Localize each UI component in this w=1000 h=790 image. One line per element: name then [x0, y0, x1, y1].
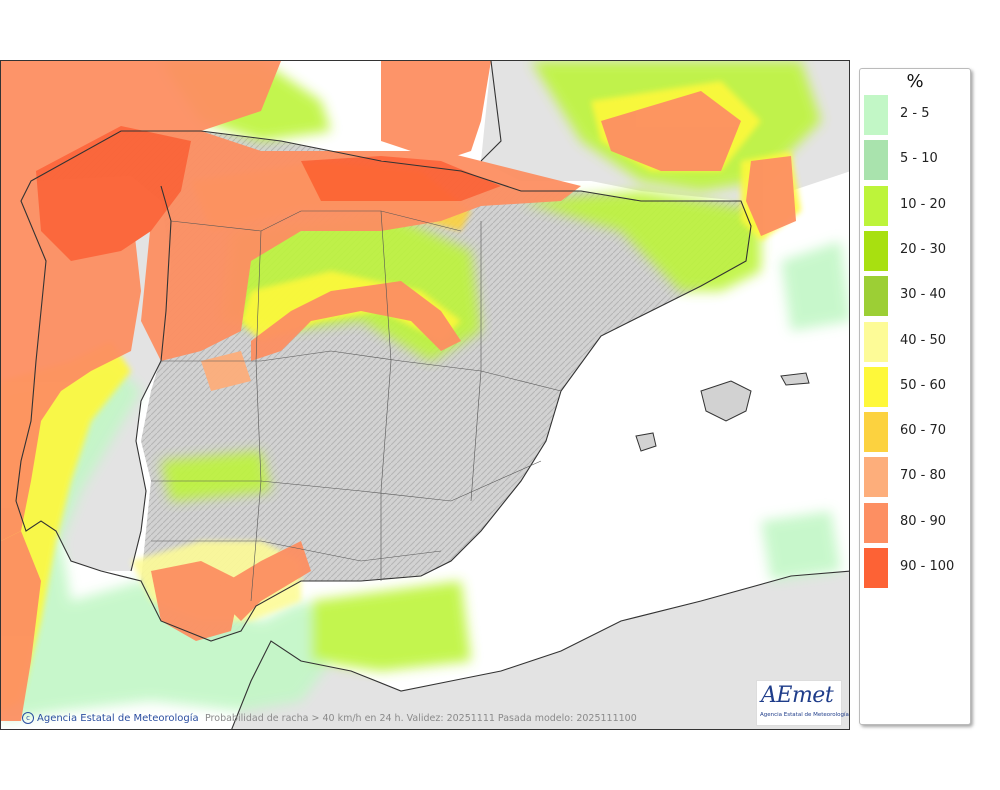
- legend-item: 50 - 60: [864, 366, 968, 407]
- legend-item: 2 - 5: [864, 95, 968, 135]
- legend-label: 80 - 90: [900, 513, 947, 529]
- probability-high-band: [1, 61, 796, 721]
- legend-item: 10 - 20: [864, 185, 968, 226]
- legend-unit: %: [906, 71, 924, 92]
- map-canvas: [1, 61, 849, 729]
- legend-swatch: [864, 412, 888, 453]
- logo-subtitle: Agencia Estatal de Meteorología: [760, 712, 849, 718]
- probability-map[interactable]: [0, 60, 850, 730]
- coastline-borders: [15, 61, 849, 729]
- legend-label: 20 - 30: [900, 241, 947, 257]
- logo-word: AEmet: [761, 683, 834, 708]
- ibiza: [635, 432, 657, 452]
- regional-borders: [151, 210, 562, 602]
- legend-item: 80 - 90: [864, 502, 968, 543]
- legend-swatch: [864, 95, 888, 135]
- north-africa-land: [231, 571, 849, 729]
- legend-label: 30 - 40: [900, 287, 947, 303]
- legend-item: 90 - 100: [864, 548, 968, 588]
- mallorca: [700, 380, 752, 422]
- legend-item: 20 - 30: [864, 230, 968, 271]
- map-caption: Probabilidad de racha > 40 km/h en 24 h.…: [205, 713, 637, 724]
- legend-item: 5 - 10: [864, 140, 968, 181]
- legend-label: 70 - 80: [900, 468, 947, 484]
- legend-label: 90 - 100: [900, 559, 955, 574]
- legend-label: 5 - 10: [900, 151, 938, 167]
- legend-swatch: [864, 548, 888, 588]
- legend-swatch: [864, 185, 888, 226]
- legend-label: 10 - 20: [900, 196, 947, 212]
- legend-label: 2 - 5: [900, 106, 930, 121]
- legend-label: 50 - 60: [900, 377, 947, 393]
- legend-item: 70 - 80: [864, 457, 968, 498]
- legend-item: 60 - 70: [864, 412, 968, 453]
- menorca: [780, 372, 810, 386]
- legend-label: 60 - 70: [900, 423, 947, 439]
- legend-panel: % 2 - 5 5 - 10 10 - 20 20 - 30 30 - 40 40 - 5…: [859, 68, 971, 725]
- legend-swatch: [864, 140, 888, 181]
- legend-swatch: [864, 321, 888, 362]
- legend-item: 40 - 50: [864, 321, 968, 362]
- legend-swatch: [864, 502, 888, 543]
- legend-swatch: [864, 366, 888, 407]
- aemet-logo: AEmet Agencia Estatal de Meteorología: [756, 680, 849, 726]
- agency-credit: c Agencia Estatal de Meteorología: [22, 712, 199, 724]
- legend-label: 40 - 50: [900, 332, 947, 348]
- copyright-icon: c: [22, 712, 34, 724]
- legend-item: 30 - 40: [864, 276, 968, 317]
- agency-credit-text: Agencia Estatal de Meteorología: [37, 713, 199, 724]
- legend-swatch: [864, 230, 888, 271]
- legend-swatch: [864, 276, 888, 317]
- legend-swatch: [864, 457, 888, 498]
